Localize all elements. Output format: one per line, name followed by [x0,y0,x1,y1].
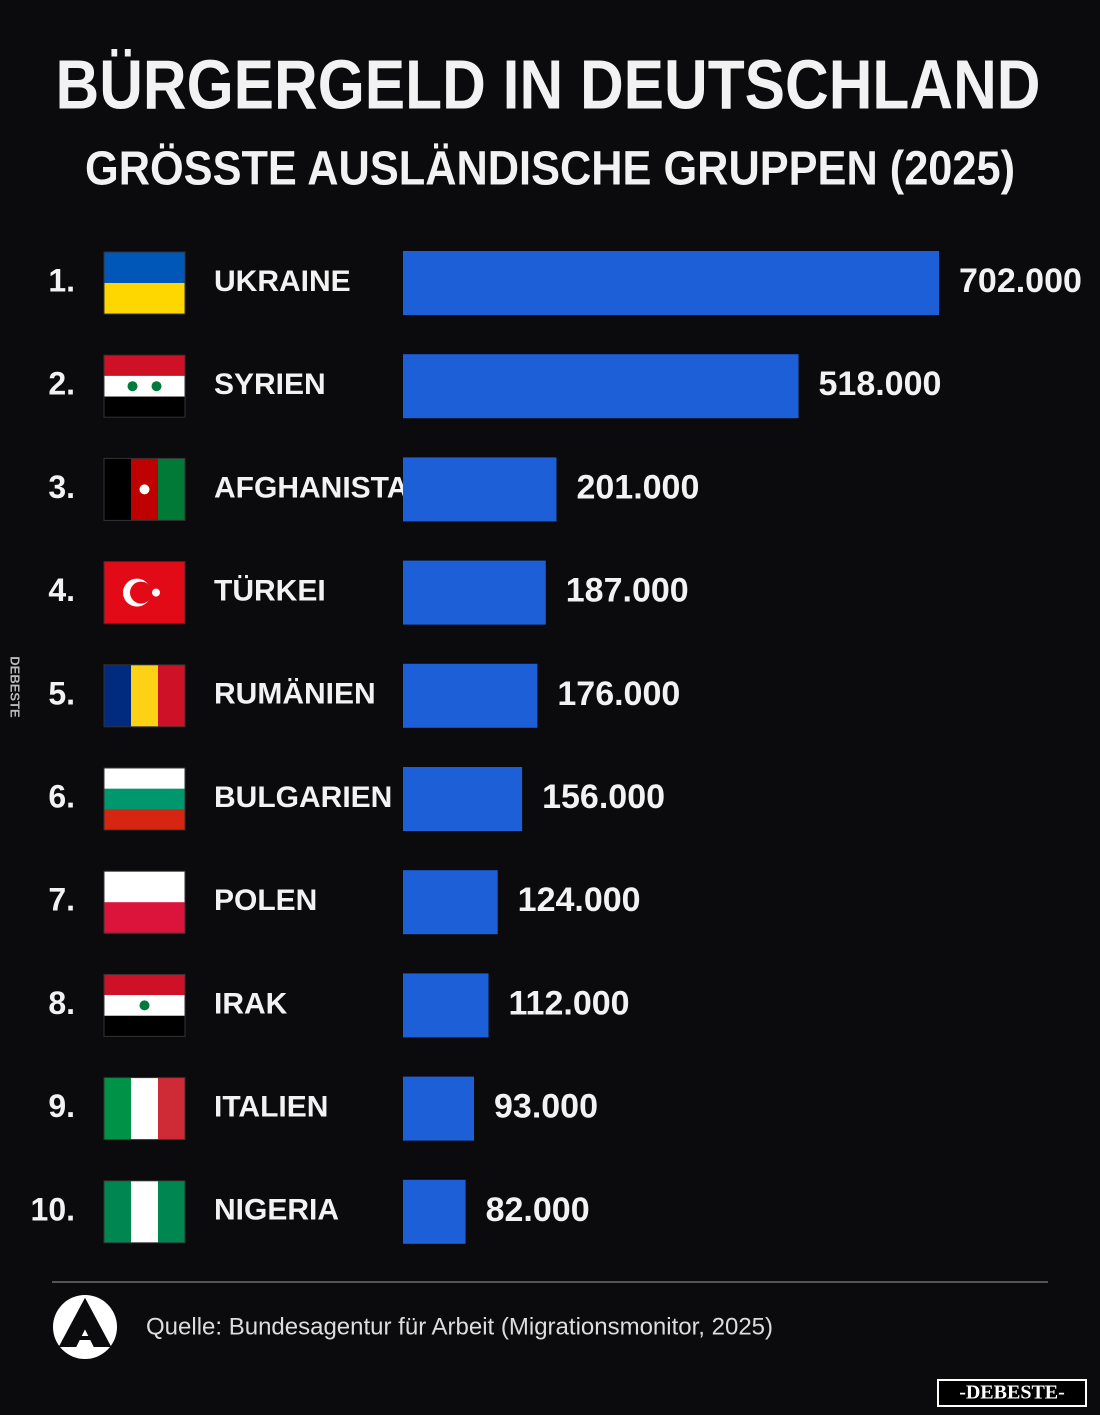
value-label: 187.000 [566,572,689,610]
category-label: POLEN [214,884,317,917]
flag-border [103,1077,186,1141]
bar [403,767,523,831]
value-label: 112.000 [509,984,630,1022]
flag-stripe [131,664,159,727]
rank-label: 7. [48,882,75,918]
bar [403,1179,466,1244]
chart-subtitle: GRÖSSTE AUSLÄNDISCHE GRUPPEN (2025) [85,143,1015,196]
category-label: BULGARIEN [214,781,392,814]
watermark-side: DEBESTE [8,656,23,718]
value-label: 176.000 [557,675,680,713]
rank-label: 5. [48,675,75,711]
category-label: RUMÄNIEN [214,678,376,711]
flag-emblem [151,381,162,392]
bar [403,870,498,935]
value-label: 82.000 [486,1191,590,1229]
source: Quelle: Bundesagentur für Arbeit (Migrat… [146,1313,773,1340]
flag-stripe [104,252,185,284]
flag-stripe [104,1180,132,1243]
flag-border [103,664,186,728]
category-label: NIGERIA [214,1194,339,1227]
chart-title: BÜRGERGELD IN DEUTSCHLAND [56,45,1041,123]
flag-stripe [158,664,186,727]
value-label: 93.000 [494,1088,598,1126]
flag-stripe [131,1180,159,1243]
flag-stripe [104,809,185,831]
flag-stripe [158,458,186,521]
rank-label: 8. [48,985,75,1021]
flag-emblem [152,588,160,597]
value-label: 518.000 [819,365,942,403]
flag-stripe [104,458,132,521]
flag-stripe [104,768,185,790]
flag-border [103,870,186,934]
flag-border [103,354,186,418]
category-label: AFGHANISTAN [214,471,430,504]
flag-stripe [104,1077,132,1140]
flag-stripe [104,396,185,418]
flag-stripe [158,1077,186,1140]
rank-label: 2. [48,366,75,402]
bar [403,457,557,522]
flag-stripe [158,1180,186,1243]
watermark-box [937,1379,1087,1407]
rank-label: 6. [48,778,75,814]
rank-label: 10. [31,1191,75,1227]
flag-border [103,767,186,831]
value-label: 156.000 [542,778,665,816]
bar [403,251,939,315]
rank-label: 3. [48,469,75,505]
value-label: 124.000 [518,881,641,919]
flag-stripe [104,974,185,996]
category-label: UKRAINE [214,265,351,298]
logo-mark [58,1297,112,1347]
bar [403,1076,475,1141]
flag-stripe [104,1015,185,1037]
flag-border [103,973,186,1037]
flag-stripe [131,1077,159,1140]
rank-label: 4. [48,572,75,608]
flag-stripe [104,283,185,315]
flag-stripe [104,355,185,377]
flag-stripe [104,871,185,903]
rank-label: 9. [48,1088,75,1124]
bar [403,973,489,1038]
category-label: IRAK [214,987,288,1020]
flag-border [103,457,186,521]
flag-stripe [104,788,185,810]
category-label: ITALIEN [214,1091,328,1124]
flag-emblem [127,381,138,392]
flag-border [103,251,186,315]
bar [403,663,538,728]
flag-border [103,561,186,625]
watermark-corner: -DEBESTE- [959,1382,1065,1404]
flag-stripe [104,664,132,727]
value-label: 702.000 [959,262,1082,300]
flag-border [103,1180,186,1244]
flag-stripe [104,902,185,934]
flag-emblem [139,1000,150,1011]
flag-emblem [139,484,150,495]
value-label: 201.000 [576,468,699,506]
bar [403,354,799,419]
category-label: TÜRKEI [214,575,326,608]
flag-stripe [104,375,185,398]
category-label: SYRIEN [214,368,326,401]
flag-emblem [130,581,152,604]
bar [403,560,546,625]
rank-label: 1. [48,262,75,298]
